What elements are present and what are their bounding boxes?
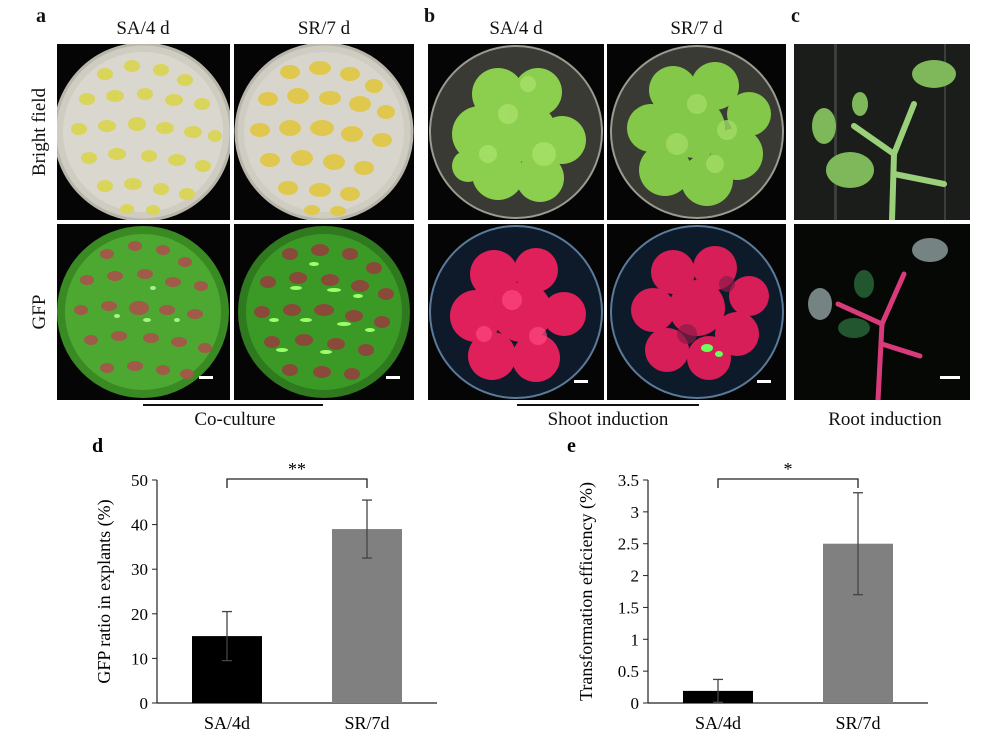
photo-c-gfp bbox=[794, 224, 970, 400]
photo-a-gfp-sa bbox=[57, 224, 230, 400]
y-tick-label: 1.5 bbox=[618, 598, 639, 617]
y-tick-label: 2 bbox=[631, 567, 640, 586]
panel-b-col2-label: SR/7 d bbox=[670, 18, 723, 39]
panel-a-col2-label: SR/7 d bbox=[297, 18, 351, 39]
caption-root-induction: Root induction bbox=[828, 409, 942, 430]
y-tick-label: 0.5 bbox=[618, 662, 639, 681]
photo-a-bright-sr bbox=[234, 44, 414, 220]
photo-b-bright-sr bbox=[607, 44, 786, 220]
photo-a-bright-sa bbox=[57, 44, 230, 220]
panel-a-letter: a bbox=[36, 5, 46, 27]
y-tick-label: 0 bbox=[631, 694, 640, 713]
y-tick-label: 0 bbox=[140, 694, 149, 713]
significance-marker: * bbox=[784, 459, 793, 479]
significance-marker: ** bbox=[288, 459, 306, 479]
photo-a-gfp-sr bbox=[234, 224, 414, 400]
y-tick-label: 40 bbox=[131, 516, 148, 535]
caption-rule-a bbox=[143, 404, 323, 406]
chart-e: e 0 0.5 1 1.5 2 2.5 3 3.5 Transformation efficien… bbox=[567, 435, 928, 733]
y-axis-label: Transformation efficiency (%) bbox=[576, 482, 597, 701]
y-tick-label: 1 bbox=[631, 630, 640, 649]
y-tick-label: 50 bbox=[131, 471, 148, 490]
panel-a-col1-label: SA/4 d bbox=[116, 18, 170, 39]
photo-b-bright-sa bbox=[428, 44, 604, 220]
row-label-bright-field: Bright field bbox=[29, 87, 50, 177]
row-label-gfp: GFP bbox=[29, 294, 50, 330]
photo-b-gfp-sa bbox=[428, 224, 604, 400]
y-tick-label: 10 bbox=[131, 649, 148, 668]
significance-bracket bbox=[717, 478, 859, 488]
caption-shoot-induction: Shoot induction bbox=[547, 409, 669, 430]
y-tick-label: 20 bbox=[131, 605, 148, 624]
x-tick-label: SR/7d bbox=[344, 713, 389, 733]
caption-rule-b bbox=[517, 404, 699, 406]
y-tick-label: 2.5 bbox=[618, 535, 639, 554]
panel-e-letter: e bbox=[567, 435, 576, 457]
y-tick-label: 30 bbox=[131, 560, 148, 579]
x-tick-label: SA/4d bbox=[695, 713, 741, 733]
photo-c-bright bbox=[794, 44, 970, 220]
panel-b-letter: b bbox=[424, 5, 436, 27]
significance-bracket bbox=[226, 478, 368, 488]
y-tick-label: 3 bbox=[631, 503, 640, 522]
x-tick-label: SA/4d bbox=[204, 713, 250, 733]
y-axis-label: GFP ratio in explants (%) bbox=[94, 499, 115, 683]
y-tick-label: 3.5 bbox=[618, 471, 639, 490]
caption-co-culture: Co-culture bbox=[194, 409, 276, 430]
panel-c-letter: c bbox=[791, 5, 800, 27]
panel-d-letter: d bbox=[92, 435, 103, 457]
chart-d: d 0 10 20 30 40 50 GFP ratio in explants (%) SA/… bbox=[92, 435, 437, 733]
panel-b-col1-label: SA/4 d bbox=[489, 18, 543, 39]
photo-b-gfp-sr bbox=[607, 224, 786, 400]
x-tick-label: SR/7d bbox=[835, 713, 880, 733]
